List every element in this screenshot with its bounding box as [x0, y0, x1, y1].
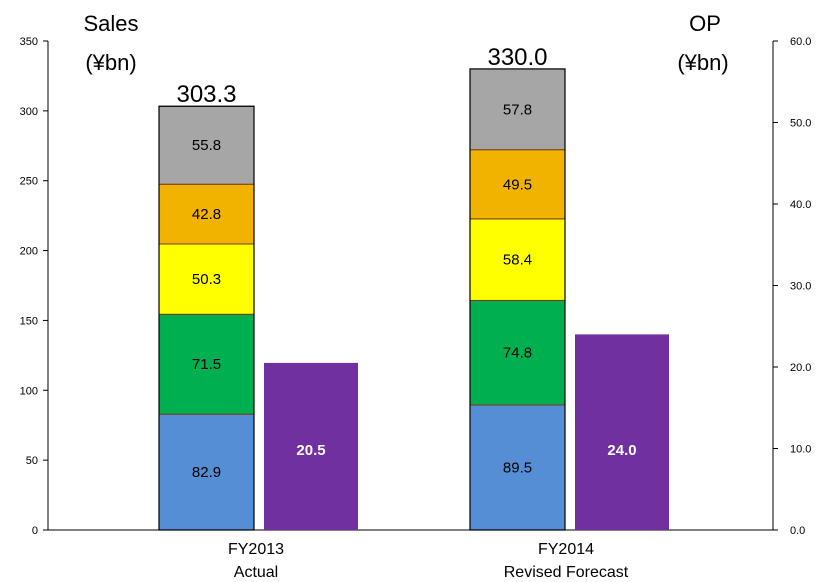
right-tick-label: 40.0 — [790, 199, 811, 211]
category-label-line1: FY2014 — [538, 541, 594, 558]
right-tick-label: 10.0 — [790, 444, 811, 456]
sales-segment-label: 50.3 — [192, 271, 221, 288]
left-tick-label: 150 — [20, 315, 38, 327]
right-axis-title-line1: OP — [689, 11, 721, 36]
labels: Sales (¥bn) OP (¥bn) 82.9 71.5 50.3 42.8 55.8 303… — [83, 11, 728, 581]
category-label-line1: FY2013 — [228, 541, 284, 558]
sales-segment-label: 71.5 — [192, 356, 221, 373]
op-value-label: 20.5 — [296, 442, 325, 459]
right-tick-label: 20.0 — [790, 362, 811, 374]
axes: 0 50 100 150 200 250 300 350 0.0 10.0 20.0 30.0 40.0… — [20, 36, 812, 537]
left-tick-label: 300 — [20, 106, 38, 118]
sales-segment-label: 89.5 — [503, 459, 532, 476]
sales-segment-bar — [469, 218, 566, 301]
left-axis-title-line2: (¥bn) — [85, 50, 136, 75]
sales-segment-label: 57.8 — [503, 101, 532, 118]
left-tick-label: 50 — [26, 455, 38, 467]
right-tick-label: 60.0 — [790, 36, 811, 48]
sales-segment-bar — [469, 149, 566, 220]
bars — [158, 68, 669, 531]
right-tick-label: 0.0 — [790, 525, 805, 537]
left-tick-label: 200 — [20, 246, 38, 258]
sales-segment-bar — [158, 183, 255, 245]
category-label-line2: Actual — [234, 564, 278, 581]
op-bar — [575, 334, 669, 530]
left-tick-label: 350 — [20, 36, 38, 48]
sales-segment-label: 49.5 — [503, 176, 532, 193]
left-tick-label: 100 — [20, 385, 38, 397]
sales-segment-label: 74.8 — [503, 345, 532, 362]
sales-segment-bar — [469, 299, 566, 406]
op-value-label: 24.0 — [607, 442, 636, 459]
left-tick-label: 0 — [32, 525, 38, 537]
sales-total-label: 303.3 — [176, 81, 236, 108]
sales-stack-outline — [158, 105, 255, 531]
right-tick-label: 50.0 — [790, 118, 811, 130]
right-axis-title-line2: (¥bn) — [677, 50, 728, 75]
sales-segment-label: 55.8 — [192, 137, 221, 154]
sales-segment-label: 42.8 — [192, 206, 221, 223]
right-tick-label: 30.0 — [790, 281, 811, 293]
sales-segment-bar — [469, 68, 566, 151]
sales-segment-label: 58.4 — [503, 252, 532, 269]
sales-segment-label: 82.9 — [192, 464, 221, 481]
sales-stack-outline — [469, 68, 566, 531]
category-label-line2: Revised Forecast — [504, 564, 629, 581]
op-bar — [264, 362, 358, 530]
left-tick-label: 250 — [20, 176, 38, 188]
left-axis-title-line1: Sales — [83, 11, 138, 36]
sales-total-label: 330.0 — [487, 44, 547, 71]
